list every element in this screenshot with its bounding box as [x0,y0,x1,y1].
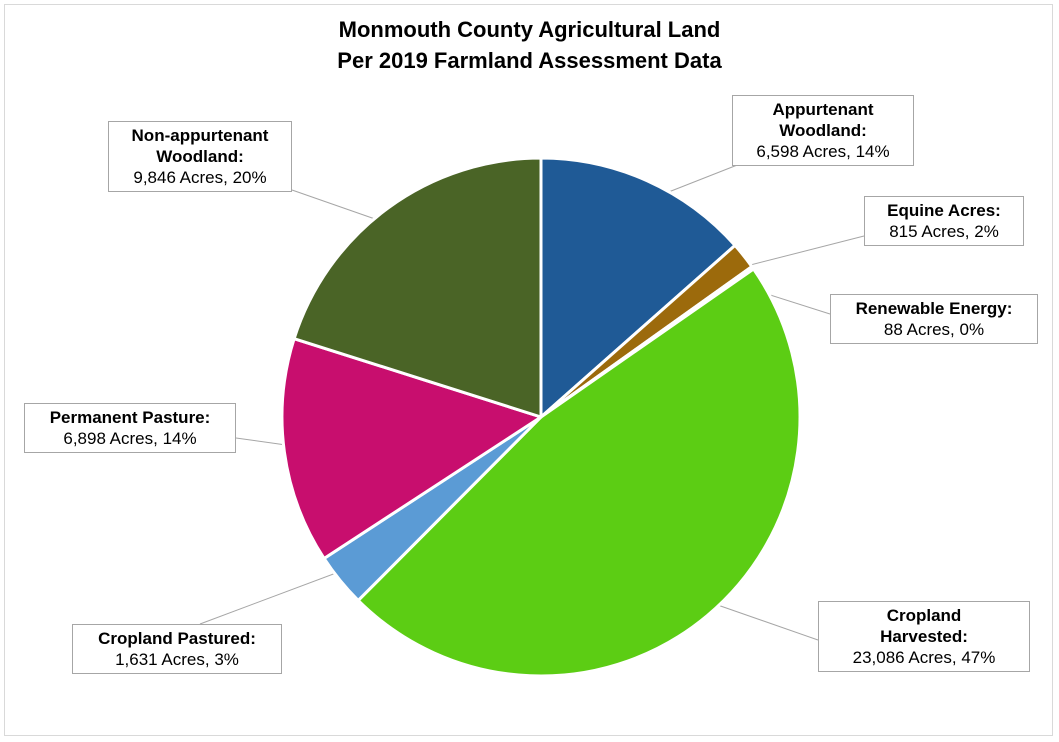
data-label-category: Renewable Energy: [855,299,1013,318]
data-label-category: Cropland [886,606,962,625]
data-label-category: Equine Acres: [887,201,1001,220]
data-label-value: 88 Acres, 0% [883,320,985,339]
data-label-value: 1,631 Acres, 3% [115,650,239,669]
data-label: Non-appurtenant Woodland: 9,846 Acres, 20% [108,121,292,192]
data-label: Appurtenant Woodland: 6,598 Acres, 14% [732,95,914,166]
pie-slice-appurtenant-woodland [539,156,737,419]
pie-slice-cropland-harvested [356,267,802,678]
data-label-value: 6,598 Acres, 14% [756,142,890,161]
data-label-value: 23,086 Acres, 47% [852,648,996,667]
data-label-category: Woodland: [779,121,867,140]
data-label: Equine Acres: 815 Acres, 2% [864,196,1024,246]
data-label-category: Harvested: [880,627,968,646]
data-label: Renewable Energy: 88 Acres, 0% [830,294,1038,344]
chart-subtitle: Per 2019 Farmland Assessment Data [337,48,722,73]
data-label: Permanent Pasture: 6,898 Acres, 14% [24,403,236,453]
data-label-category: Non-appurtenant [131,126,269,145]
data-label-value: 9,846 Acres, 20% [133,168,267,187]
data-label-category: Appurtenant [772,100,874,119]
data-label-category: Woodland: [156,147,244,166]
pie-slice-non-appurtenant-woodland [292,156,543,419]
chart-title-line-1: Monmouth County Agricultural Land [338,17,721,42]
data-label-category: Permanent Pasture: [49,408,211,427]
data-label: Cropland Harvested: 23,086 Acres, 47% [818,601,1030,672]
data-label-value: 6,898 Acres, 14% [63,429,197,448]
pie-slice-permanent-pasture [280,337,543,560]
data-label-category: Cropland Pastured: [98,629,256,648]
data-label: Cropland Pastured: 1,631 Acres, 3% [72,624,282,674]
data-label-value: 815 Acres, 2% [889,222,999,241]
chart-title: Monmouth County Agricultural Land Per 20… [0,14,1059,76]
